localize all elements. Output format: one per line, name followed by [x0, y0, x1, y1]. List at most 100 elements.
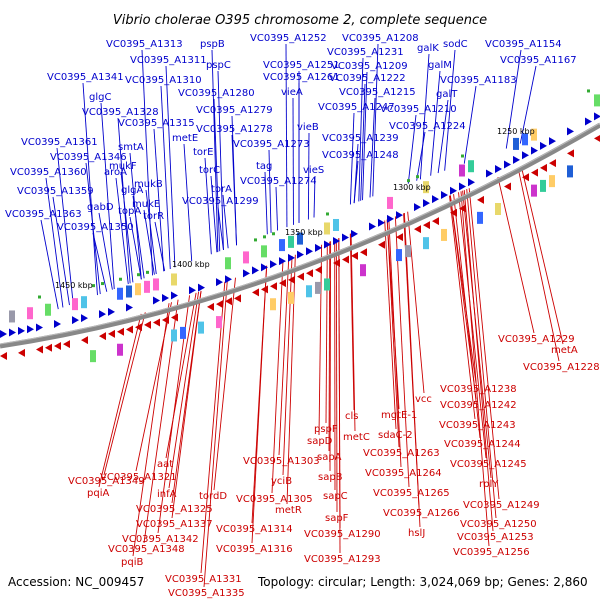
gene-label-vc0395-a1293: VC0395_A1293 — [304, 554, 381, 565]
feature-marker — [326, 212, 329, 216]
feature-marker — [38, 295, 41, 299]
minus-feature-arrow — [567, 149, 574, 158]
feature-marker — [263, 235, 266, 239]
connector-line — [217, 206, 224, 250]
minus-feature-arrow — [126, 325, 133, 334]
connector-line — [251, 265, 268, 544]
backbone-highlight — [0, 122, 600, 345]
gene-label-vc0395-a1299: VC0395_A1299 — [182, 196, 259, 207]
gene-label-vc0395-a1167: VC0395_A1167 — [500, 55, 577, 66]
plus-feature-arrow — [531, 146, 538, 155]
minus-feature-box — [171, 329, 177, 342]
gene-label-vc0395-a1350: VC0395_A1350 — [57, 222, 134, 233]
plus-feature-arrow — [441, 190, 448, 199]
gene-label-galm: galM — [428, 60, 452, 71]
gene-label-vc0395-a1348: VC0395_A1348 — [108, 544, 185, 555]
plus-feature-arrow — [387, 214, 394, 223]
connector-line — [517, 169, 560, 362]
plus-feature-arrow — [153, 296, 160, 305]
minus-feature-arrow — [423, 221, 430, 230]
plus-feature-arrow — [315, 243, 322, 252]
connector-line — [141, 49, 153, 276]
feature-tracks — [0, 89, 600, 363]
connector-line — [353, 160, 359, 204]
minus-feature-box — [396, 249, 402, 262]
connector-line — [268, 149, 272, 233]
plus-feature-arrow — [549, 137, 556, 146]
tick-label-1300: 1300 kbp — [393, 183, 431, 192]
connector-line — [463, 85, 477, 164]
connector-line — [165, 292, 197, 459]
minus-feature-arrow — [144, 320, 151, 329]
connector-line — [437, 99, 449, 174]
minus-feature-box — [270, 298, 276, 311]
minus-feature-arrow — [378, 240, 385, 249]
gene-label-vc0395-a1215: VC0395_A1215 — [339, 87, 416, 98]
plus-feature-arrow — [369, 222, 376, 231]
connector-line — [145, 189, 157, 275]
minus-feature-box — [90, 350, 96, 363]
gene-label-vc0395-a1248: VC0395_A1248 — [322, 150, 399, 161]
gene-label-vc0395-a1325: VC0395_A1325 — [136, 504, 213, 515]
minus-feature-box — [549, 175, 555, 188]
minus-feature-arrow — [288, 275, 295, 284]
connector-line — [132, 195, 145, 279]
plus-feature-box — [243, 251, 249, 264]
plus-feature-box — [387, 196, 393, 209]
gene-label-tordd: tordD — [199, 491, 227, 502]
connector-line — [350, 233, 356, 432]
gene-label-mukb: mukB — [134, 179, 163, 190]
plus-feature-box — [594, 94, 600, 107]
plus-feature-box — [513, 137, 519, 150]
plus-feature-arrow — [9, 328, 16, 337]
gene-label-viea: vieA — [281, 87, 303, 98]
minus-feature-arrow — [0, 352, 7, 360]
gene-label-vc0395-a1335: VC0395_A1335 — [168, 588, 245, 599]
gene-label-gabd: gabD — [87, 202, 114, 213]
connector-line — [463, 189, 494, 532]
connector-line — [328, 241, 331, 452]
connector-line — [129, 216, 142, 280]
plus-feature-arrow — [126, 303, 133, 312]
connector-line — [460, 191, 490, 547]
plus-feature-arrow — [486, 169, 493, 178]
plus-feature-box — [225, 257, 231, 270]
connector-line — [165, 65, 176, 268]
connector-line — [362, 71, 368, 201]
gene-label-vc0395-a1239: VC0395_A1239 — [322, 133, 399, 144]
feature-marker — [137, 273, 140, 277]
gene-label-mgte-1: mgtE-1 — [381, 410, 417, 421]
gene-label-vc0395-a1264: VC0395_A1264 — [365, 468, 442, 479]
minus-feature-arrow — [18, 348, 25, 357]
minus-feature-arrow — [297, 272, 304, 281]
connector-line — [100, 102, 115, 290]
minus-feature-box — [324, 278, 330, 291]
minus-feature-box — [198, 321, 204, 334]
minus-feature-arrow — [45, 343, 52, 352]
connector-line — [325, 242, 328, 424]
connector-line — [98, 212, 113, 290]
connector-line — [497, 177, 535, 334]
minus-feature-arrow — [54, 341, 61, 350]
gene-label-vc0395-a1243: VC0395_A1243 — [439, 420, 516, 431]
minus-feature-arrow — [360, 248, 367, 257]
minus-feature-arrow — [207, 302, 214, 311]
gene-label-vc0395-a1360: VC0395_A1360 — [10, 167, 87, 178]
gene-label-vc0395-a1263: VC0395_A1263 — [363, 448, 440, 459]
plus-feature-arrow — [243, 269, 250, 278]
plus-feature-arrow — [279, 257, 286, 266]
gene-label-vc0395-a1247: VC0395_A1247 — [318, 102, 395, 113]
minus-feature-arrow — [459, 204, 466, 213]
gene-label-vieb: vieB — [297, 122, 319, 133]
connector-line — [386, 219, 400, 448]
feature-marker — [146, 270, 149, 274]
plus-feature-arrow — [414, 203, 421, 212]
gene-label-vc0395-a1256: VC0395_A1256 — [453, 547, 530, 558]
plus-feature-arrow — [18, 326, 25, 335]
gene-label-vc0395-a1310: VC0395_A1310 — [125, 75, 202, 86]
feature-marker — [92, 284, 95, 288]
plus-feature-arrow — [288, 253, 295, 262]
gene-label-vc0395-a1363: VC0395_A1363 — [5, 209, 82, 220]
minus-feature-arrow — [531, 168, 538, 177]
connector-line — [521, 167, 564, 345]
